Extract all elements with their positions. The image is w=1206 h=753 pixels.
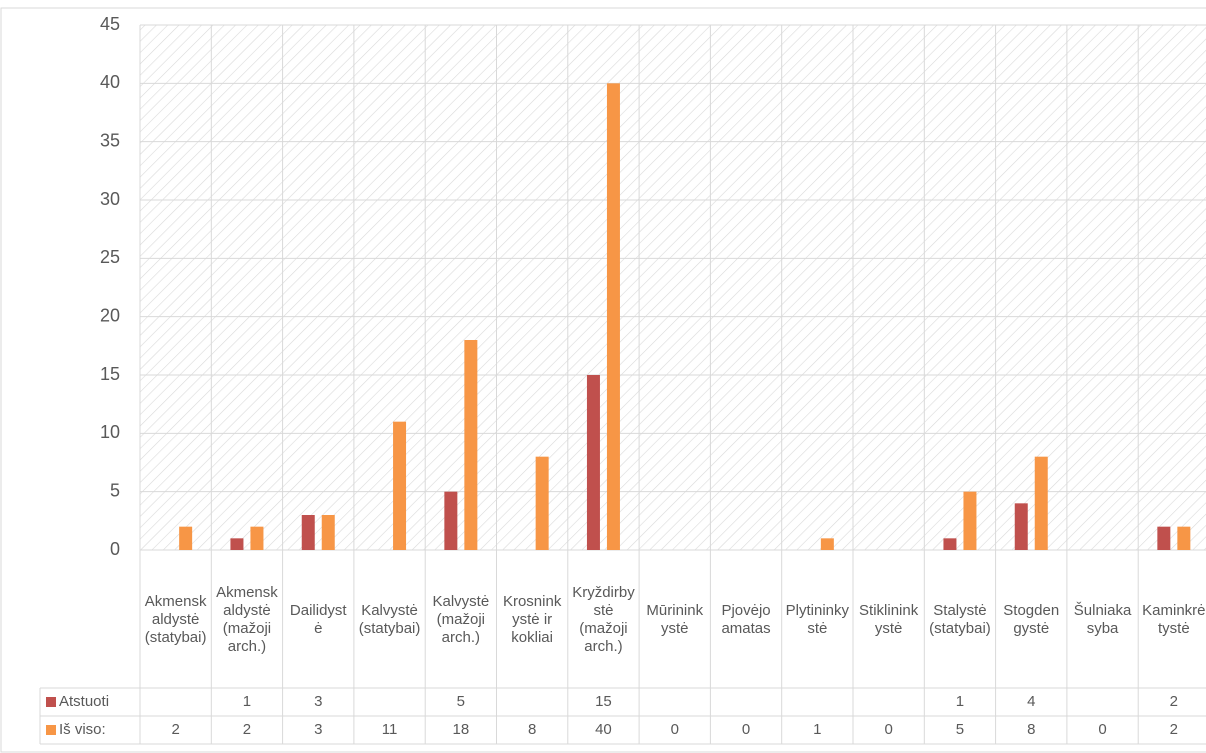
table-value: 2 [171, 721, 179, 738]
table-value: 0 [884, 721, 892, 738]
table-value: 0 [671, 721, 679, 738]
bar [301, 515, 315, 550]
bar [535, 456, 549, 550]
y-tick-label: 25 [100, 247, 120, 267]
bar [963, 491, 977, 550]
bar [230, 538, 244, 550]
bar [943, 538, 957, 550]
y-tick-label: 30 [100, 189, 120, 209]
table-value: 5 [956, 721, 964, 738]
table-value: 3 [314, 693, 322, 710]
x-tick-label: Stogden gystė [1003, 602, 1059, 637]
table-value: 15 [595, 693, 612, 710]
bar [179, 526, 193, 550]
y-tick-label: 10 [100, 422, 120, 442]
x-tick-label: Mūrinink ystė [646, 602, 703, 637]
y-tick-label: 20 [100, 305, 120, 325]
x-tick-label: Pjovėjo amatas [721, 602, 770, 637]
table-value: 2 [1170, 721, 1178, 738]
table-value: 0 [1098, 721, 1106, 738]
bar [464, 340, 478, 550]
table-value: 3 [314, 721, 322, 738]
table-value: 11 [382, 721, 398, 738]
x-tick-label: Kalvystė (mažoji arch.) [432, 593, 489, 646]
x-tick-label: Stiklinink ystė [859, 602, 919, 637]
bar [1014, 503, 1028, 550]
bar [1157, 526, 1171, 550]
table-value: 0 [742, 721, 750, 738]
x-tick-label: Dailidyst ė [290, 602, 348, 637]
y-tick-label: 5 [110, 480, 120, 500]
table-value: 2 [243, 721, 251, 738]
bar [393, 421, 407, 550]
table-value: 4 [1027, 693, 1035, 710]
legend-label: Iš viso: [59, 721, 106, 738]
table-value: 8 [1027, 721, 1035, 738]
y-tick-label: 45 [100, 14, 120, 34]
legend-label: Atstuoti [59, 693, 109, 710]
legend-key [46, 697, 56, 707]
x-tick-label: Krosnink ystė ir kokliai [503, 593, 562, 646]
bar [586, 375, 600, 550]
bar [820, 538, 834, 550]
table-value: 40 [595, 721, 612, 738]
table-value: 1 [956, 693, 964, 710]
table-value: 18 [453, 721, 470, 738]
x-tick-label: Stalystė (statybai) [929, 602, 991, 637]
bar [1177, 526, 1191, 550]
table-value: 2 [1170, 693, 1178, 710]
x-tick-label: Kaminkrė tystė [1142, 602, 1205, 637]
y-tick-label: 15 [100, 364, 120, 384]
table-value: 1 [243, 693, 251, 710]
x-tick-label: Kalvystė (statybai) [359, 602, 421, 637]
table-value: 5 [457, 693, 465, 710]
y-tick-label: 0 [110, 539, 120, 559]
x-tick-label: Akmensk aldystė (mažoji arch.) [216, 584, 278, 655]
y-tick-label: 35 [100, 130, 120, 150]
x-tick-label: Akmensk aldystė (statybai) [145, 593, 207, 646]
x-tick-label: Plytininky stė [786, 602, 850, 637]
bar [321, 515, 335, 550]
x-tick-label: Kryždirby stė (mažoji arch.) [572, 584, 635, 655]
plot-background [140, 25, 1206, 550]
x-tick-label: Šulniaka syba [1074, 602, 1132, 637]
y-tick-label: 40 [100, 72, 120, 92]
bar [606, 83, 620, 550]
table-value: 8 [528, 721, 536, 738]
bar [444, 491, 458, 550]
legend-key [46, 725, 56, 735]
bar [1034, 456, 1048, 550]
chart-border [0, 7, 1206, 753]
table-value: 1 [813, 721, 821, 738]
bar [250, 526, 264, 550]
